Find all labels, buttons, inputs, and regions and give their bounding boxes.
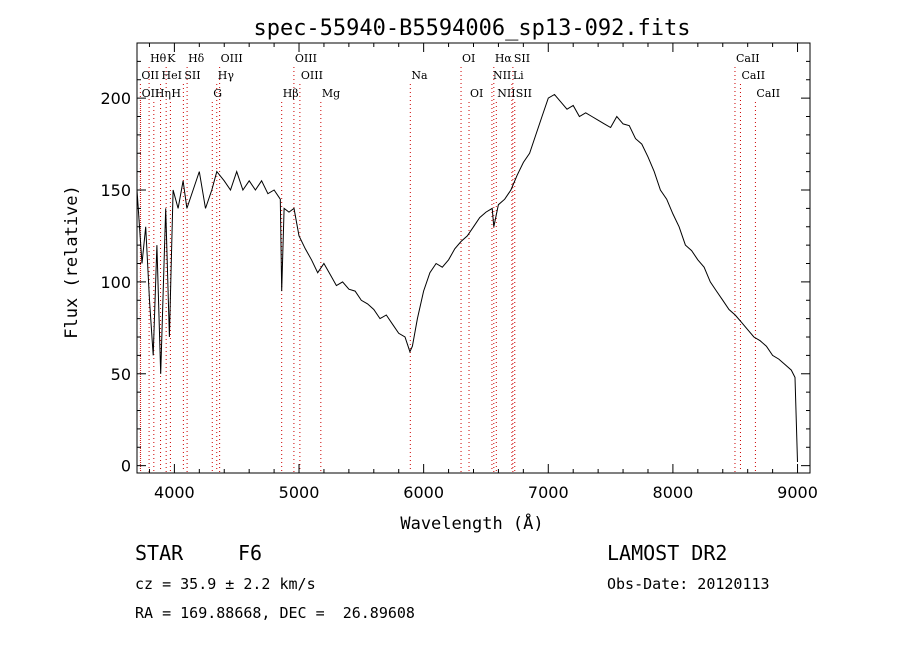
plot-frame (136, 42, 811, 474)
marker-label-21: G (213, 87, 222, 100)
marker-label-10: HeI (162, 69, 182, 82)
sky-coordinates: RA = 169.88668, DEC = 26.89608 (135, 604, 415, 622)
marker-label-7: SII (514, 52, 530, 65)
marker-label-26: SII (516, 87, 532, 100)
series-layer (136, 93, 798, 463)
redshift-velocity: cz = 35.9 ± 2.2 km/s (135, 575, 316, 593)
chart-title: spec-55940-B5594006_sp13-092.fits (253, 16, 690, 41)
marker-label-11: SII (184, 69, 200, 82)
marker-label-1: K (167, 52, 176, 65)
marker-label-25: NII (497, 87, 515, 100)
marker-label-2: Hδ (188, 52, 205, 65)
marker-label-5: OI (462, 52, 475, 65)
y-tick-label-3: 150 (100, 181, 131, 200)
survey-name: LAMOST DR2 (607, 541, 728, 565)
y-tick-label-1: 50 (111, 365, 131, 384)
marker-label-15: NII (493, 69, 511, 82)
marker-label-23: Mg (322, 87, 340, 100)
spectrum-series-0 (136, 93, 798, 463)
marker-label-4: OIII (295, 52, 317, 65)
y-tick-label-4: 200 (100, 89, 131, 108)
marker-label-19: Hη (155, 87, 171, 100)
x-tick-label-4: 8000 (653, 483, 694, 502)
x-tick-label-0: 4000 (154, 483, 195, 502)
marker-label-14: Na (411, 69, 428, 82)
marker-label-9: OII (141, 69, 159, 82)
marker-label-17: CaII (741, 69, 765, 82)
object-subclass: F6 (238, 541, 263, 565)
x-tick-label-1: 5000 (279, 483, 320, 502)
marker-label-12: Hγ (218, 69, 235, 82)
marker-label-27: CaII (756, 87, 780, 100)
y-tick-label-0: 0 (121, 457, 131, 476)
marker-label-22: Hβ (283, 87, 299, 100)
marker-label-18: OII (142, 87, 160, 100)
x-tick-label-5: 9000 (777, 483, 818, 502)
x-axis-label: Wavelength (Å) (400, 512, 543, 534)
marker-label-20: H (171, 87, 181, 100)
marker-label-0: Hθ (150, 52, 167, 65)
object-class: STAR (135, 541, 184, 565)
x-tick-label-3: 7000 (528, 483, 569, 502)
axis-layer: 4000 5000 6000 7000 8000 9000 0 50 100 150 200 (100, 43, 818, 502)
marker-label-3: OIII (221, 52, 243, 65)
marker-label-8: CaII (736, 52, 760, 65)
marker-label-24: OI (470, 87, 483, 100)
y-tick-label-2: 100 (100, 273, 131, 292)
y-axis-label: Flux (relative) (62, 185, 82, 339)
x-tick-label-2: 6000 (403, 483, 444, 502)
marker-label-6: Hα (495, 52, 513, 65)
marker-label-16: Li (513, 69, 524, 82)
marker-label-13: OIII (301, 69, 323, 82)
observation-date: Obs-Date: 20120113 (607, 575, 770, 593)
